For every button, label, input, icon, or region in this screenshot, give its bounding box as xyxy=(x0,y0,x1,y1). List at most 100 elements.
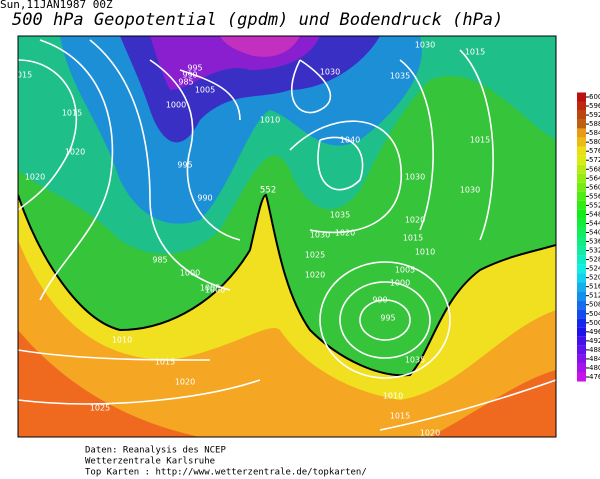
colorbar: 6005965925885845805765725685645605565525… xyxy=(577,92,600,382)
isobar-label: 1000 xyxy=(180,269,200,278)
colorbar-cell xyxy=(577,327,586,337)
isobar-label: 1005 xyxy=(395,266,415,275)
footer-line: Daten: Reanalysis des NCEP xyxy=(85,446,226,456)
colorbar-label: 552 xyxy=(589,201,600,209)
colorbar-label: 544 xyxy=(589,219,600,227)
isobar-label: 995 xyxy=(380,314,395,323)
colorbar-cell xyxy=(577,282,586,292)
colorbar-cell xyxy=(577,182,586,192)
footer-line: Wetterzentrale Karlsruhe xyxy=(85,457,215,467)
colorbar-cell xyxy=(577,273,586,283)
map-frame xyxy=(17,35,557,438)
isobar-label: 985 xyxy=(178,78,193,87)
colorbar-label: 500 xyxy=(589,319,600,327)
colorbar-cell xyxy=(577,137,586,147)
colorbar-label: 484 xyxy=(589,355,600,363)
colorbar-label: 584 xyxy=(589,129,600,137)
contour-label: 552 xyxy=(260,186,276,196)
colorbar-label: 580 xyxy=(589,138,600,146)
colorbar-cell xyxy=(577,237,586,247)
isobar-label: 1015 xyxy=(470,136,490,145)
isobar-label: 1030 xyxy=(460,186,480,195)
isobar-label: 1025 xyxy=(305,251,325,260)
colorbar-cell xyxy=(577,336,586,346)
colorbar-label: 548 xyxy=(589,210,600,218)
colorbar-cell xyxy=(577,173,586,183)
isobar-label: 995 xyxy=(187,64,202,73)
isobar-label: 1015 xyxy=(155,358,175,367)
isobar-label: 1010 xyxy=(415,248,435,257)
colorbar-label: 480 xyxy=(589,364,600,372)
colorbar-cell xyxy=(577,128,586,138)
colorbar-cell xyxy=(577,291,586,301)
colorbar-label: 588 xyxy=(589,120,600,128)
colorbar-cell xyxy=(577,300,586,310)
colorbar-cell xyxy=(577,146,586,156)
isobar-label: 1030 xyxy=(405,173,425,182)
colorbar-cell xyxy=(577,227,586,237)
isobar-label: 1015 xyxy=(62,109,82,118)
isobar-label: 1035 xyxy=(390,72,410,81)
isobar-label: 1020 xyxy=(25,173,45,182)
colorbar-label: 600 xyxy=(589,93,600,101)
isobar-label: 1030 xyxy=(310,231,330,240)
isobar-label: 1030 xyxy=(415,41,435,50)
colorbar-cell xyxy=(577,101,586,111)
colorbar-cell xyxy=(577,246,586,256)
colorbar-label: 568 xyxy=(589,165,600,173)
isobar-label: 1025 xyxy=(90,404,110,413)
colorbar-cell xyxy=(577,363,586,373)
colorbar-label: 488 xyxy=(589,346,600,354)
isobar-label: 1015 xyxy=(390,412,410,421)
colorbar-cell xyxy=(577,155,586,165)
isobar-label: 1035 xyxy=(405,356,425,365)
colorbar-cell xyxy=(577,209,586,219)
isobar-label: 1005 xyxy=(200,284,220,293)
isobar-label: 1000 xyxy=(390,279,410,288)
map: 1015102010209859909951000100510101015995… xyxy=(12,36,556,437)
isobar-label: 1020 xyxy=(335,229,355,238)
isobar-label: 1040 xyxy=(340,136,360,145)
colorbar-cell xyxy=(577,191,586,201)
isobar-label: 1000 xyxy=(166,101,186,110)
isobar-label: 1020 xyxy=(65,148,85,157)
colorbar-label: 532 xyxy=(589,247,600,255)
colorbar-label: 572 xyxy=(589,156,600,164)
colorbar-cell xyxy=(577,264,586,274)
colorbar-cell xyxy=(577,309,586,319)
isobar-label: 1030 xyxy=(320,68,340,77)
footer-line: Top Karten : http://www.wetterzentrale.d… xyxy=(85,468,367,478)
colorbar-label: 496 xyxy=(589,328,600,336)
colorbar-label: 576 xyxy=(589,147,600,155)
isobar-label: 990 xyxy=(372,296,387,305)
colorbar-label: 492 xyxy=(589,337,600,345)
colorbar-label: 556 xyxy=(589,192,600,200)
colorbar-cell xyxy=(577,110,586,120)
title: 500 hPa Geopotential (gpdm) und Bodendru… xyxy=(12,10,503,30)
colorbar-label: 476 xyxy=(589,373,600,381)
colorbar-label: 504 xyxy=(589,310,600,318)
colorbar-label: 508 xyxy=(589,301,600,309)
colorbar-cell xyxy=(577,218,586,228)
colorbar-cell xyxy=(577,318,586,328)
colorbar-cell xyxy=(577,372,586,382)
colorbar-label: 536 xyxy=(589,238,600,246)
colorbar-label: 520 xyxy=(589,274,600,282)
isobar-label: 1015 xyxy=(465,48,485,57)
isobar-label: 1010 xyxy=(383,392,403,401)
isobar-label: 1020 xyxy=(175,378,195,387)
colorbar-label: 592 xyxy=(589,111,600,119)
isobar-label: 990 xyxy=(182,71,197,80)
colorbar-cell xyxy=(577,345,586,355)
isobar-label: 1015 xyxy=(12,71,32,80)
colorbar-label: 596 xyxy=(589,102,600,110)
colorbar-cell xyxy=(577,354,586,364)
colorbar-label: 560 xyxy=(589,183,600,191)
isobar-label: 985 xyxy=(152,256,167,265)
date: Sun,11JAN1987 00Z xyxy=(0,0,113,11)
isobar-label: 1005 xyxy=(195,86,215,95)
isobar-label: 1015 xyxy=(403,234,423,243)
isobar-label: 1010 xyxy=(112,336,132,345)
isobar-label: 1010 xyxy=(260,116,280,125)
